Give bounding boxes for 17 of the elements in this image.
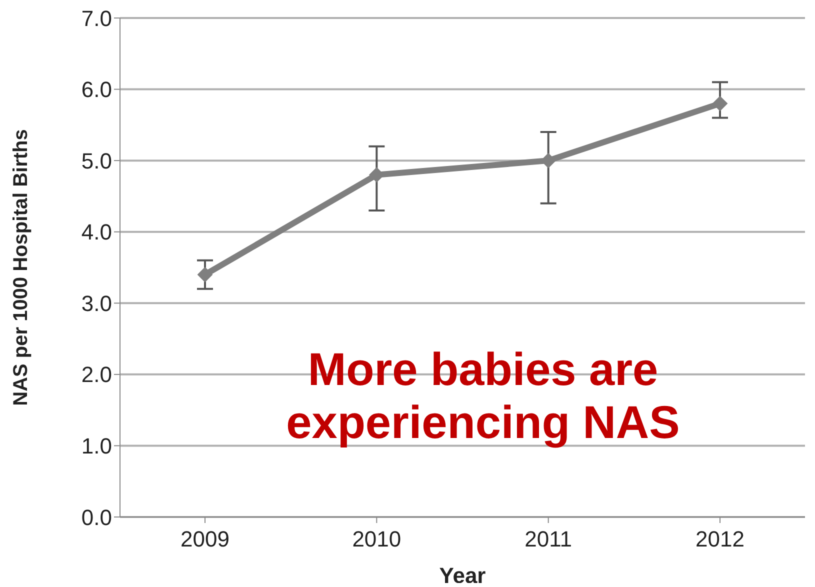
y-tick-label: 2.0 — [81, 362, 112, 388]
y-tick-label: 7.0 — [81, 6, 112, 31]
x-tick-label: 2010 — [352, 526, 402, 552]
y-tick-label: 4.0 — [81, 220, 112, 245]
y-tick-label: 1.0 — [81, 434, 112, 459]
x-tick-label: 2011 — [524, 526, 572, 552]
y-tick-label: 3.0 — [81, 290, 112, 316]
annotation: More babies are experiencing NAS — [285, 343, 681, 449]
point — [198, 267, 212, 282]
x-tick-label: 2009 — [180, 526, 230, 552]
y-tick-label: 6.0 — [81, 77, 112, 102]
point — [712, 96, 728, 112]
x-tick-label: 2012 — [696, 526, 744, 552]
y-tick-label: 5.0 — [81, 148, 112, 174]
x-axis-title: Year — [439, 563, 486, 587]
y-tick-label: 0.0 — [81, 504, 112, 530]
y-axis-title: NAS per 1000 Hospital Births — [10, 129, 32, 406]
